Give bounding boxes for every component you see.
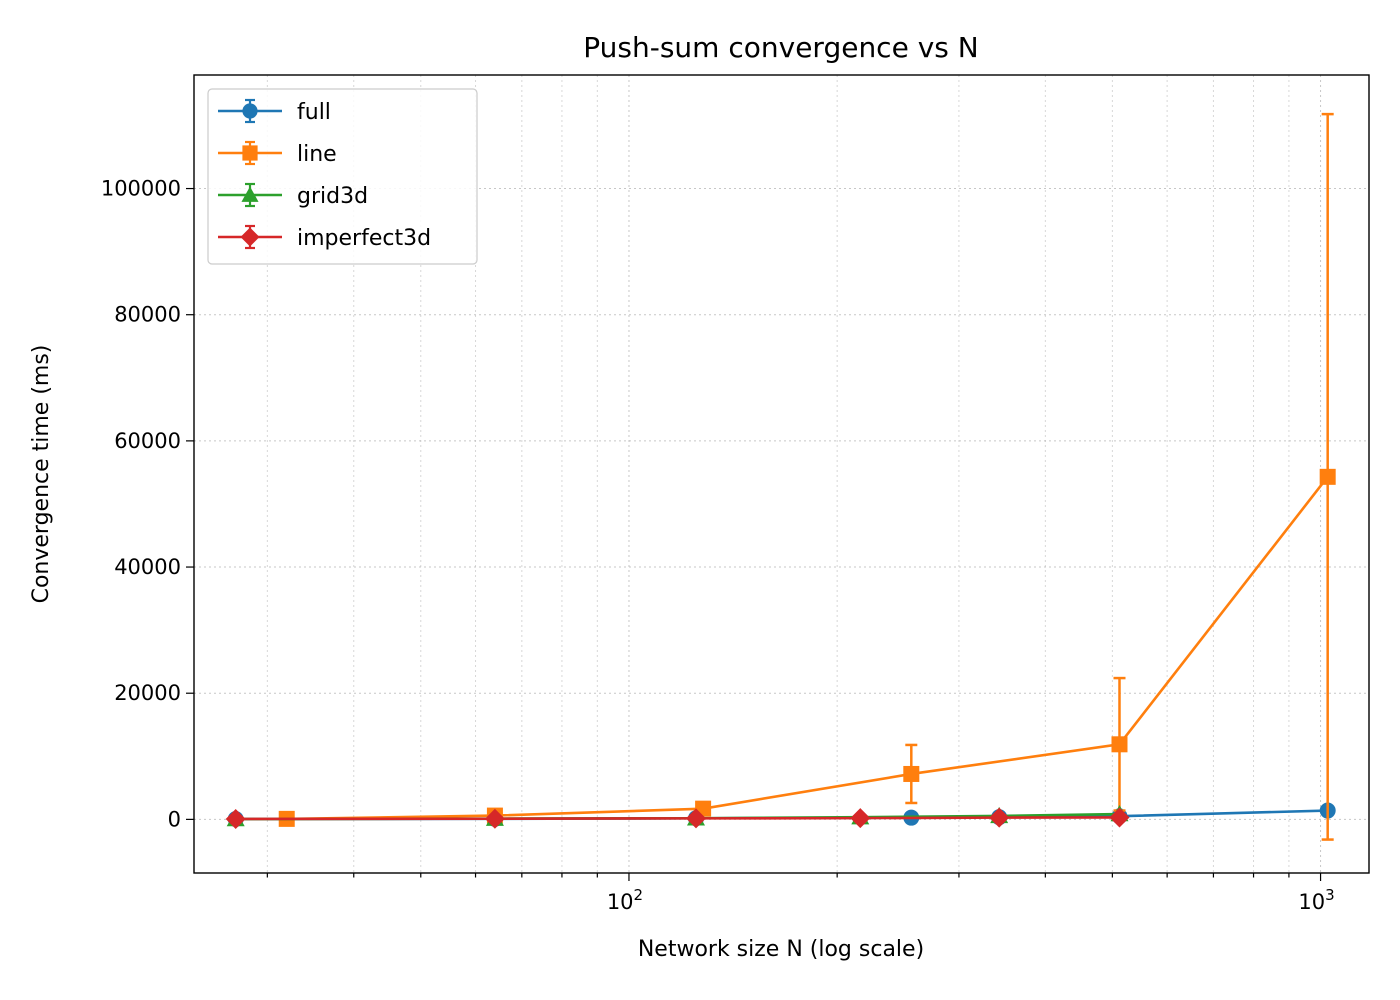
- legend-marker: [242, 145, 258, 161]
- data-point-imperfect3d: [1109, 807, 1130, 828]
- legend-marker: [240, 227, 260, 247]
- series-line-imperfect3d: [235, 816, 1120, 821]
- x-tick-base: 10: [607, 890, 634, 914]
- y-tick-label: 60000: [114, 429, 181, 453]
- x-tick-exponent: 2: [634, 886, 644, 904]
- legend-entry-line: line: [218, 140, 337, 167]
- y-tick-label: 20000: [114, 681, 181, 705]
- x-tick-base: 10: [1298, 890, 1325, 914]
- legend-label: line: [297, 142, 337, 167]
- y-tick-label: 0: [168, 807, 181, 831]
- data-point-line: [1319, 468, 1336, 485]
- legend-label: full: [297, 100, 331, 125]
- data-point-imperfect3d: [989, 807, 1010, 828]
- legend-entry-full: full: [218, 98, 331, 125]
- legend: full line grid3d imperfect3d: [207, 88, 478, 265]
- y-tick-label: 100000: [101, 177, 181, 201]
- grid-lines: [194, 75, 1369, 873]
- x-axis-ticks: 102 103: [266, 873, 1335, 914]
- legend-entry-imperfect3d: imperfect3d: [218, 224, 431, 251]
- data-point-imperfect3d: [484, 808, 505, 829]
- x-tick-label: 103: [1298, 886, 1334, 914]
- legend-box: [207, 88, 478, 265]
- legend-entry-grid3d: grid3d: [218, 182, 368, 209]
- data-point-line: [1111, 736, 1128, 753]
- legend-marker: [241, 186, 259, 202]
- x-tick-exponent: 3: [1325, 886, 1335, 904]
- chart-title: Push-sum convergence vs N: [583, 31, 978, 64]
- series-layer: [225, 112, 1336, 841]
- data-point-line: [903, 765, 920, 782]
- legend-marker: [242, 103, 258, 119]
- legend-label: grid3d: [297, 184, 368, 209]
- series-imperfect3d: [225, 807, 1130, 830]
- data-point-imperfect3d: [685, 808, 706, 829]
- y-tick-label: 80000: [114, 303, 181, 327]
- legend-label: imperfect3d: [297, 226, 431, 251]
- plot-frame: [193, 74, 1370, 874]
- data-point-imperfect3d: [850, 808, 871, 829]
- y-tick-label: 40000: [114, 555, 181, 579]
- x-axis-label: Network size N (log scale): [638, 937, 924, 962]
- series-line-line: [286, 476, 1329, 821]
- data-point-imperfect3d: [225, 809, 246, 830]
- series-full: [227, 802, 1336, 828]
- y-axis-label: Convergence time (ms): [29, 345, 54, 604]
- y-axis-ticks: 0 20000 40000 60000 80000 100000: [101, 177, 194, 831]
- x-tick-label: 102: [607, 886, 643, 914]
